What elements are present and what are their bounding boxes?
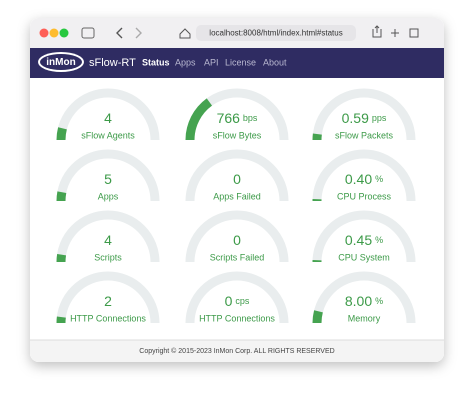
- zoom-button[interactable]: [59, 28, 69, 38]
- gauge-label: Apps Failed: [213, 191, 261, 201]
- gauge-track: [312, 88, 416, 141]
- gauge-label: sFlow Packets: [335, 130, 394, 140]
- gauge-unit: %: [375, 296, 383, 306]
- gauge-value: 766: [217, 110, 241, 126]
- gauge-reading: 0: [233, 171, 241, 187]
- gauge-reading: 766 bps: [217, 110, 258, 126]
- gauge-fill: [185, 98, 213, 141]
- forward-button[interactable]: [135, 27, 142, 39]
- gauge-unit: %: [375, 174, 383, 184]
- gauge-track: [185, 210, 289, 263]
- gauge-unit: %: [375, 235, 383, 245]
- nav-item[interactable]: API: [204, 57, 219, 67]
- gauge-reading: 5: [104, 171, 112, 187]
- gauge-track: [312, 149, 416, 202]
- gauge: 5 Apps: [56, 149, 160, 202]
- gauge-value: 4: [104, 110, 112, 126]
- tabs-button[interactable]: [409, 28, 419, 38]
- gauge: 4 sFlow Agents: [56, 88, 160, 141]
- nav: Status Apps API License About: [142, 57, 287, 67]
- gauge-label: Memory: [348, 313, 381, 323]
- gauge-label: Apps: [98, 191, 119, 201]
- gauge-track: [312, 210, 416, 263]
- footer-text: Copyright © 2015-2023 InMon Corp. ALL RI…: [139, 347, 334, 355]
- footer: [30, 340, 444, 362]
- gauge-value: 8.00: [345, 293, 372, 309]
- gauges: 4 sFlow Agents 766 bps sFlow Bytes 0.59 pps sFl…: [56, 88, 416, 324]
- nav-item[interactable]: Apps: [175, 57, 196, 67]
- gauge-reading: 8.00%: [345, 293, 383, 309]
- share-button[interactable]: [372, 25, 382, 38]
- gauge-track: [56, 149, 160, 202]
- gauge: 4 Scripts: [56, 210, 160, 263]
- gauge-label: CPU System: [338, 252, 390, 262]
- gauge-reading: 0.40%: [345, 171, 383, 187]
- nav-item[interactable]: Status: [142, 57, 170, 67]
- gauge-fill: [56, 253, 67, 263]
- gauge: 0.59 pps sFlow Packets: [312, 88, 416, 141]
- gauge-track: [312, 271, 416, 324]
- gauge: 8.00 % Memory: [312, 271, 416, 324]
- address-bar[interactable]: [196, 25, 356, 41]
- gauge-unit: bps: [243, 113, 258, 123]
- gauge-label: CPU Process: [337, 191, 392, 201]
- close-button[interactable]: [39, 28, 49, 38]
- gauge-label: sFlow Bytes: [213, 130, 262, 140]
- gauge-fill: [56, 191, 67, 202]
- minimize-button[interactable]: [49, 28, 59, 38]
- gauge-value: 0: [225, 293, 233, 309]
- gauge-value: 2: [104, 293, 112, 309]
- gauge: 0.45 % CPU System: [312, 210, 416, 263]
- gauge-fill: [312, 310, 323, 324]
- gauge-reading: 0.45%: [345, 232, 383, 248]
- gauge-fill: [56, 127, 67, 141]
- gauge-track: [56, 271, 160, 324]
- gauge: 0 Scripts Failed: [185, 210, 289, 263]
- gauge-value: 0.59: [342, 110, 369, 126]
- gauge-value: 0.40: [345, 171, 372, 187]
- gauge: 0.40 % CPU Process: [312, 149, 416, 202]
- gauge-track: [185, 271, 289, 324]
- home-button[interactable]: [179, 28, 191, 39]
- gauge-track: [56, 88, 160, 141]
- gauge-label: Scripts: [94, 252, 122, 262]
- gauge-value: 0.45: [345, 232, 372, 248]
- gauge-reading: 0 cps: [225, 293, 250, 309]
- gauge-label: HTTP Connections: [199, 313, 275, 323]
- logo: inMon: [46, 57, 75, 68]
- gauge-value: 0: [233, 171, 241, 187]
- new-tab-button[interactable]: [391, 29, 399, 37]
- gauge-label: Scripts Failed: [210, 252, 265, 262]
- gauge-value: 5: [104, 171, 112, 187]
- gauge-reading: 2: [104, 293, 112, 309]
- gauge-reading: 4: [104, 232, 112, 248]
- url: localhost:8008/html/index.html#status: [209, 29, 342, 38]
- back-button[interactable]: [116, 27, 123, 39]
- gauge: 0 cps HTTP Connections: [185, 271, 289, 324]
- gauge-track: [56, 210, 160, 263]
- nav-item[interactable]: About: [263, 57, 287, 67]
- gauge-label: sFlow Agents: [81, 130, 135, 140]
- gauge-track: [185, 149, 289, 202]
- gauge-label: HTTP Connections: [70, 313, 146, 323]
- gauge-value: 4: [104, 232, 112, 248]
- gauge-value: 0: [233, 232, 241, 248]
- gauge-reading: 0: [233, 232, 241, 248]
- gauge-unit: pps: [372, 113, 387, 123]
- gauge: 766 bps sFlow Bytes: [185, 88, 289, 141]
- gauge-reading: 0.59 pps: [342, 110, 387, 126]
- sidebar-icon[interactable]: [81, 27, 95, 39]
- nav-item[interactable]: License: [225, 57, 256, 67]
- gauge-unit: cps: [235, 296, 250, 306]
- gauge-reading: 4: [104, 110, 112, 126]
- gauge: 2 HTTP Connections: [56, 271, 160, 324]
- logo-inner: [40, 54, 82, 70]
- navbar: [30, 48, 444, 78]
- gauge: 0 Apps Failed: [185, 149, 289, 202]
- brand[interactable]: sFlow-RT: [89, 57, 136, 69]
